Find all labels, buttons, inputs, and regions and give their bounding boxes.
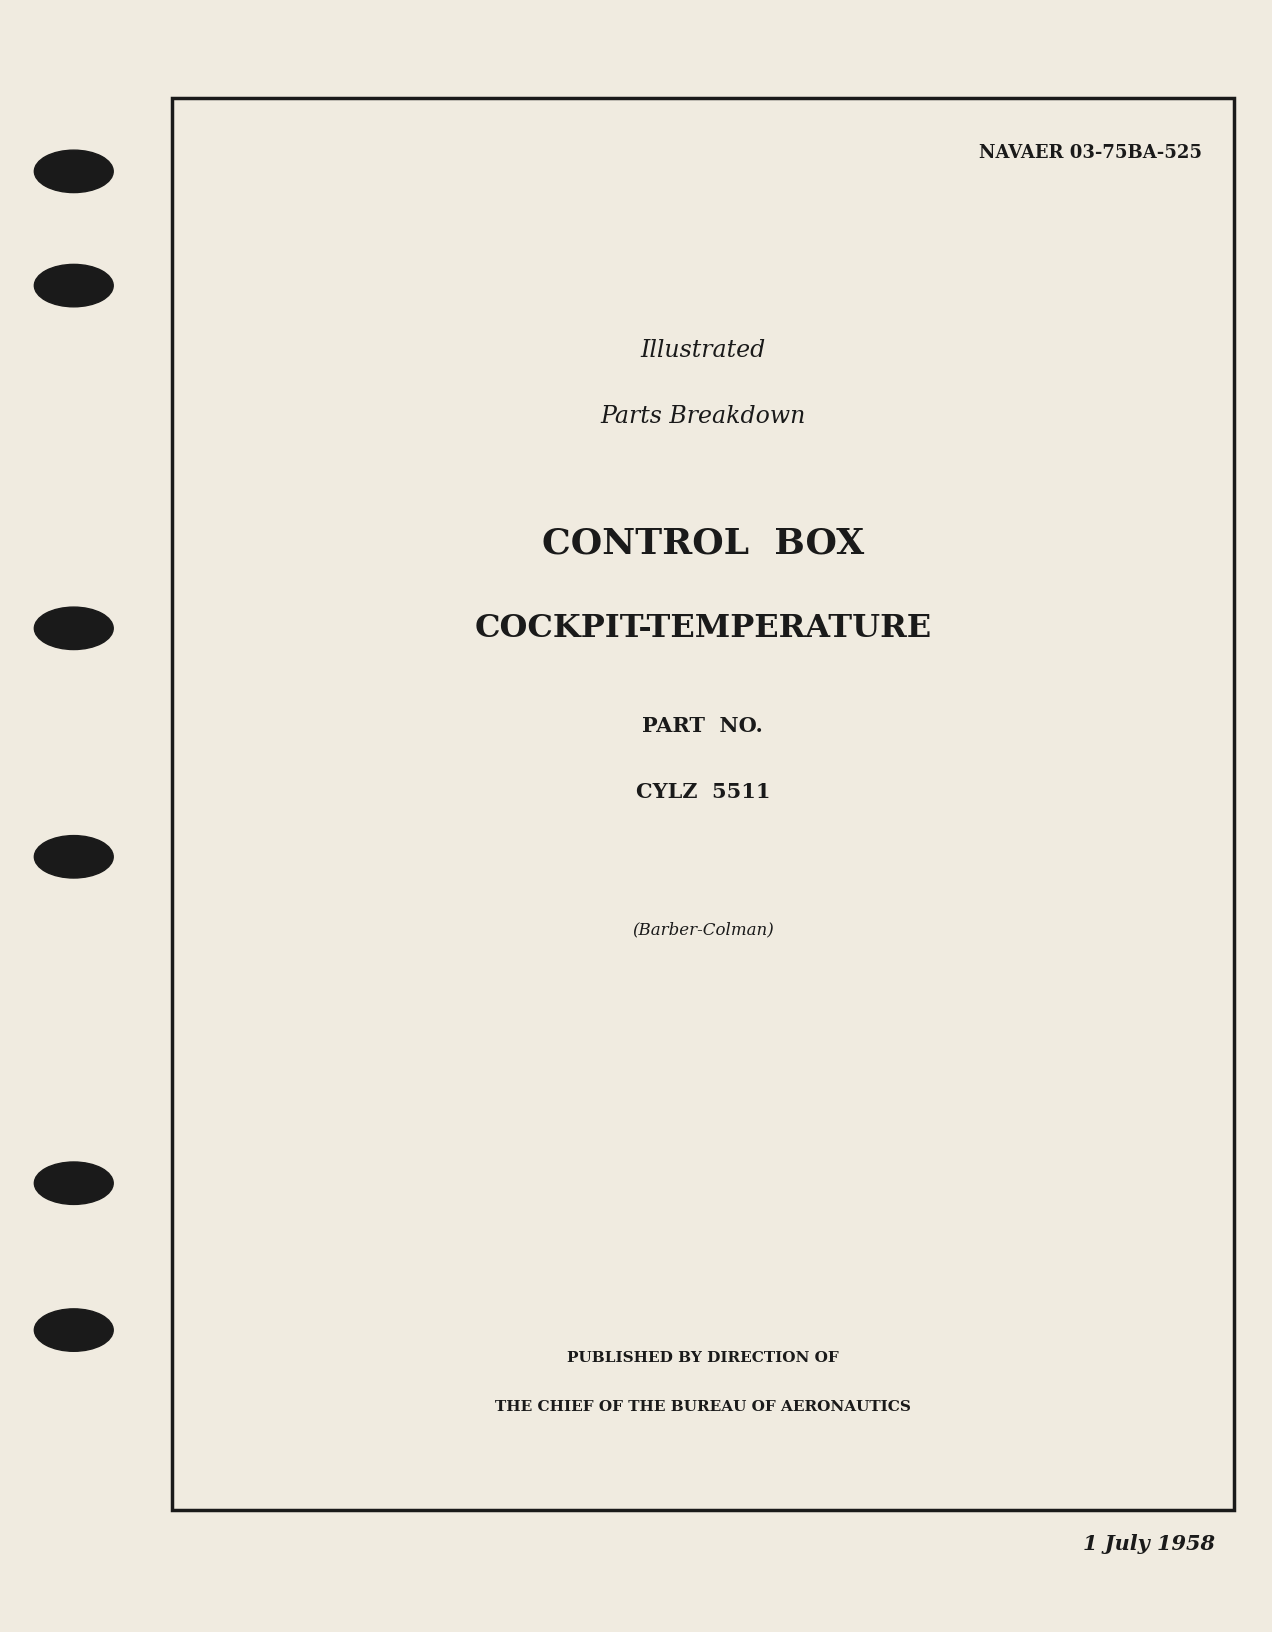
Text: COCKPIT-TEMPERATURE: COCKPIT-TEMPERATURE <box>474 614 931 643</box>
Ellipse shape <box>34 1162 113 1204</box>
Text: Parts Breakdown: Parts Breakdown <box>600 405 805 428</box>
Text: PART  NO.: PART NO. <box>642 716 763 736</box>
Text: NAVAER 03-75BA-525: NAVAER 03-75BA-525 <box>979 144 1202 162</box>
Ellipse shape <box>34 264 113 307</box>
Ellipse shape <box>34 836 113 878</box>
Ellipse shape <box>34 1309 113 1351</box>
Text: THE CHIEF OF THE BUREAU OF AERONAUTICS: THE CHIEF OF THE BUREAU OF AERONAUTICS <box>495 1400 911 1413</box>
Text: CONTROL  BOX: CONTROL BOX <box>542 527 864 560</box>
Text: Illustrated: Illustrated <box>640 339 766 362</box>
Ellipse shape <box>34 607 113 650</box>
Text: (Barber-Colman): (Barber-Colman) <box>632 922 773 938</box>
Ellipse shape <box>34 150 113 193</box>
Text: PUBLISHED BY DIRECTION OF: PUBLISHED BY DIRECTION OF <box>567 1351 838 1364</box>
Text: CYLZ  5511: CYLZ 5511 <box>636 782 770 801</box>
Bar <box>172 98 1234 1510</box>
Text: 1 July 1958: 1 July 1958 <box>1082 1534 1215 1554</box>
